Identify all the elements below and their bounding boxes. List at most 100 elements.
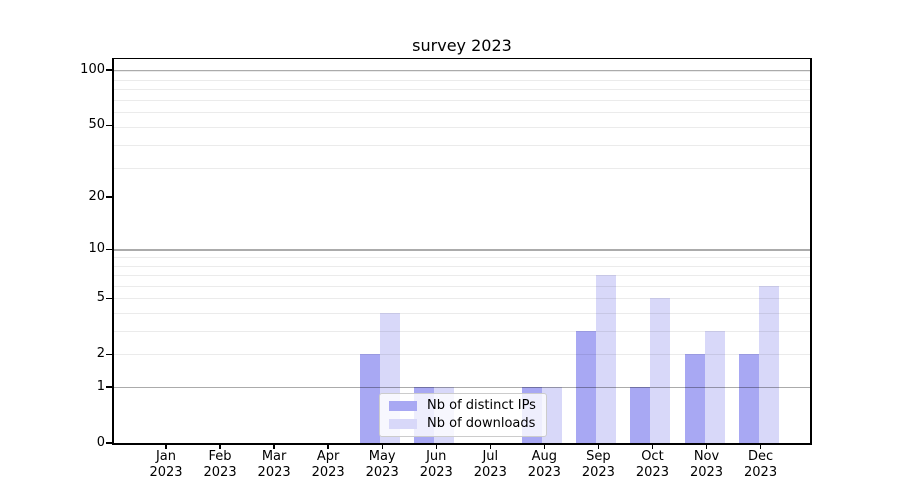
- gridline: [113, 126, 811, 129]
- y-tick-mark: [106, 124, 112, 127]
- x-tick-mark: [759, 444, 762, 449]
- spine-top: [112, 57, 812, 60]
- bar-nb-of-distinct-ips-dec-2023: [738, 354, 759, 443]
- x-axis-tick-label: Aug 2023: [512, 449, 576, 481]
- gridline: [113, 331, 811, 333]
- x-axis-tick-label: Dec 2023: [729, 449, 793, 481]
- spine-left: [112, 57, 114, 445]
- y-axis-tick-label: 50: [88, 117, 105, 133]
- bar-nb-of-downloads-aug-2023: [542, 387, 563, 443]
- bar-nb-of-distinct-ips-may-2023: [360, 354, 381, 443]
- y-axis-tick-label: 5: [96, 290, 105, 306]
- x-tick-mark: [489, 444, 491, 449]
- x-axis-tick-label: Jan 2023: [134, 449, 198, 481]
- legend-label-distinct-ips: Nb of distinct IPs: [427, 398, 536, 413]
- gridline: [113, 275, 811, 277]
- gridline: [113, 99, 811, 101]
- legend: Nb of distinct IPs Nb of downloads: [379, 393, 547, 437]
- x-axis-tick-label-line: 2023: [689, 465, 724, 480]
- bar-nb-of-distinct-ips-nov-2023: [684, 354, 705, 443]
- x-tick-mark: [165, 444, 167, 449]
- gridline: [113, 112, 811, 114]
- x-axis-tick-label-line: 2023: [257, 465, 291, 480]
- gridline: [113, 168, 811, 170]
- x-axis-tick-label-line: May: [368, 449, 396, 464]
- bar-nb-of-distinct-ips-sep-2023: [576, 331, 597, 443]
- gridline: [113, 298, 811, 300]
- spine-bottom: [112, 443, 812, 445]
- gridline: [113, 312, 811, 315]
- x-axis-tick-label-line: 2023: [473, 465, 507, 480]
- gridline-emphasized: [113, 249, 811, 251]
- x-axis-tick-label: Mar 2023: [242, 449, 306, 481]
- y-tick-mark: [106, 248, 112, 250]
- bar-nb-of-downloads-oct-2023: [650, 298, 671, 443]
- x-axis-tick-label-line: Nov: [693, 449, 720, 464]
- y-tick-mark: [106, 442, 112, 444]
- x-axis-tick-label: Apr 2023: [296, 449, 360, 481]
- spine-right: [810, 57, 812, 445]
- x-axis-tick-label-line: 2023: [149, 465, 183, 480]
- x-axis-tick-label-line: Jun: [426, 449, 447, 464]
- x-axis-tick-label-line: Oct: [641, 449, 664, 464]
- gridline: [113, 89, 811, 91]
- legend-item-downloads: Nb of downloads: [389, 415, 538, 433]
- x-axis-tick-label-line: Aug: [531, 449, 558, 464]
- gridline: [113, 79, 811, 81]
- x-axis-tick-label-line: 2023: [203, 465, 237, 480]
- x-tick-mark: [219, 444, 221, 449]
- y-axis-tick-label: 1: [96, 379, 105, 394]
- x-axis-tick-label: Feb 2023: [188, 449, 252, 481]
- x-axis-tick-label-line: Mar: [261, 449, 287, 464]
- x-axis-tick-label-line: 2023: [419, 465, 453, 480]
- bar-nb-of-downloads-nov-2023: [704, 331, 725, 443]
- x-axis-tick-label-line: Apr: [316, 449, 340, 464]
- x-tick-mark: [705, 444, 708, 449]
- x-axis-tick-label: May 2023: [350, 449, 414, 481]
- x-tick-mark: [543, 444, 546, 449]
- x-axis-tick-label-line: 2023: [365, 465, 399, 480]
- x-axis-tick-label: Nov 2023: [675, 449, 739, 481]
- gridline-emphasized: [113, 70, 811, 72]
- x-tick-mark: [597, 444, 600, 449]
- legend-label-downloads: Nb of downloads: [427, 416, 536, 431]
- y-axis-tick-label: 100: [80, 62, 105, 78]
- gridline: [113, 145, 811, 147]
- bar-nb-of-downloads-sep-2023: [596, 275, 617, 443]
- x-axis-tick-label: Sep 2023: [566, 449, 630, 481]
- y-tick-mark: [106, 297, 112, 299]
- legend-item-distinct-ips: Nb of distinct IPs: [389, 397, 538, 415]
- x-axis-tick-label-line: 2023: [527, 465, 561, 480]
- x-tick-mark: [327, 444, 329, 449]
- y-tick-mark: [106, 69, 112, 71]
- y-axis-tick-label: 10: [88, 241, 105, 257]
- x-axis-tick-label-line: 2023: [744, 465, 778, 480]
- gridline: [113, 257, 811, 259]
- gridline-emphasized: [113, 387, 811, 389]
- y-axis-tick-label: 0: [96, 435, 105, 450]
- bar-nb-of-downloads-dec-2023: [758, 285, 779, 443]
- legend-swatch-distinct-ips: [389, 401, 417, 411]
- x-tick-mark: [381, 444, 383, 449]
- y-tick-mark: [106, 386, 112, 388]
- x-axis-tick-label-line: Feb: [208, 449, 232, 464]
- y-tick-mark: [106, 196, 112, 198]
- gridline: [113, 71, 811, 73]
- x-axis-tick-label-line: Dec: [747, 449, 774, 464]
- x-axis-tick-label: Oct 2023: [620, 449, 684, 481]
- x-axis-tick-label-line: Sep: [586, 449, 611, 464]
- x-axis-tick-label-line: 2023: [635, 465, 669, 480]
- x-axis-tick-label-line: Jul: [482, 449, 499, 464]
- x-axis-tick-label: Jun 2023: [404, 449, 468, 481]
- x-axis-tick-label-line: 2023: [581, 465, 615, 480]
- gridline: [113, 285, 811, 287]
- x-tick-mark: [273, 444, 275, 449]
- y-axis-tick-label: 20: [88, 189, 105, 205]
- y-tick-mark: [106, 353, 112, 355]
- chart-title: survey 2023: [412, 36, 512, 55]
- gridline: [113, 354, 811, 356]
- legend-swatch-downloads: [389, 419, 417, 429]
- gridline: [113, 265, 811, 267]
- plot-area: Nb of distinct IPs Nb of downloads 0 1 2 5 1…: [80, 59, 811, 480]
